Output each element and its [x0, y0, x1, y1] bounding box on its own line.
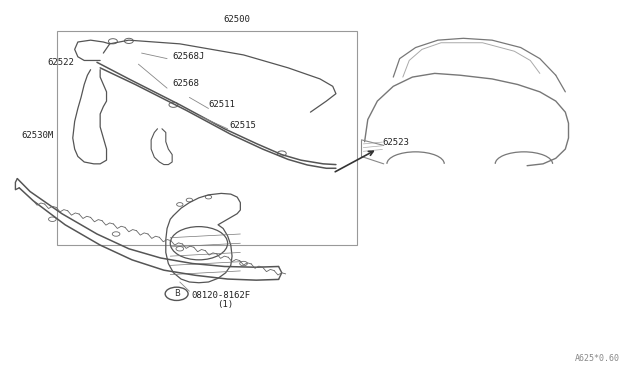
- Text: (1): (1): [217, 300, 233, 309]
- Text: 62530M: 62530M: [22, 131, 54, 140]
- Text: A625*0.60: A625*0.60: [575, 354, 620, 363]
- Text: 62522: 62522: [47, 58, 74, 67]
- Text: 62515: 62515: [230, 121, 257, 130]
- Text: 62568J: 62568J: [172, 52, 204, 61]
- Text: 08120-8162F: 08120-8162F: [191, 291, 250, 299]
- Bar: [58, 31, 357, 245]
- Text: 62568: 62568: [172, 78, 199, 87]
- Text: 62511: 62511: [209, 100, 236, 109]
- Text: 62500: 62500: [223, 15, 250, 24]
- Text: B: B: [173, 289, 180, 298]
- Text: 62523: 62523: [383, 138, 410, 147]
